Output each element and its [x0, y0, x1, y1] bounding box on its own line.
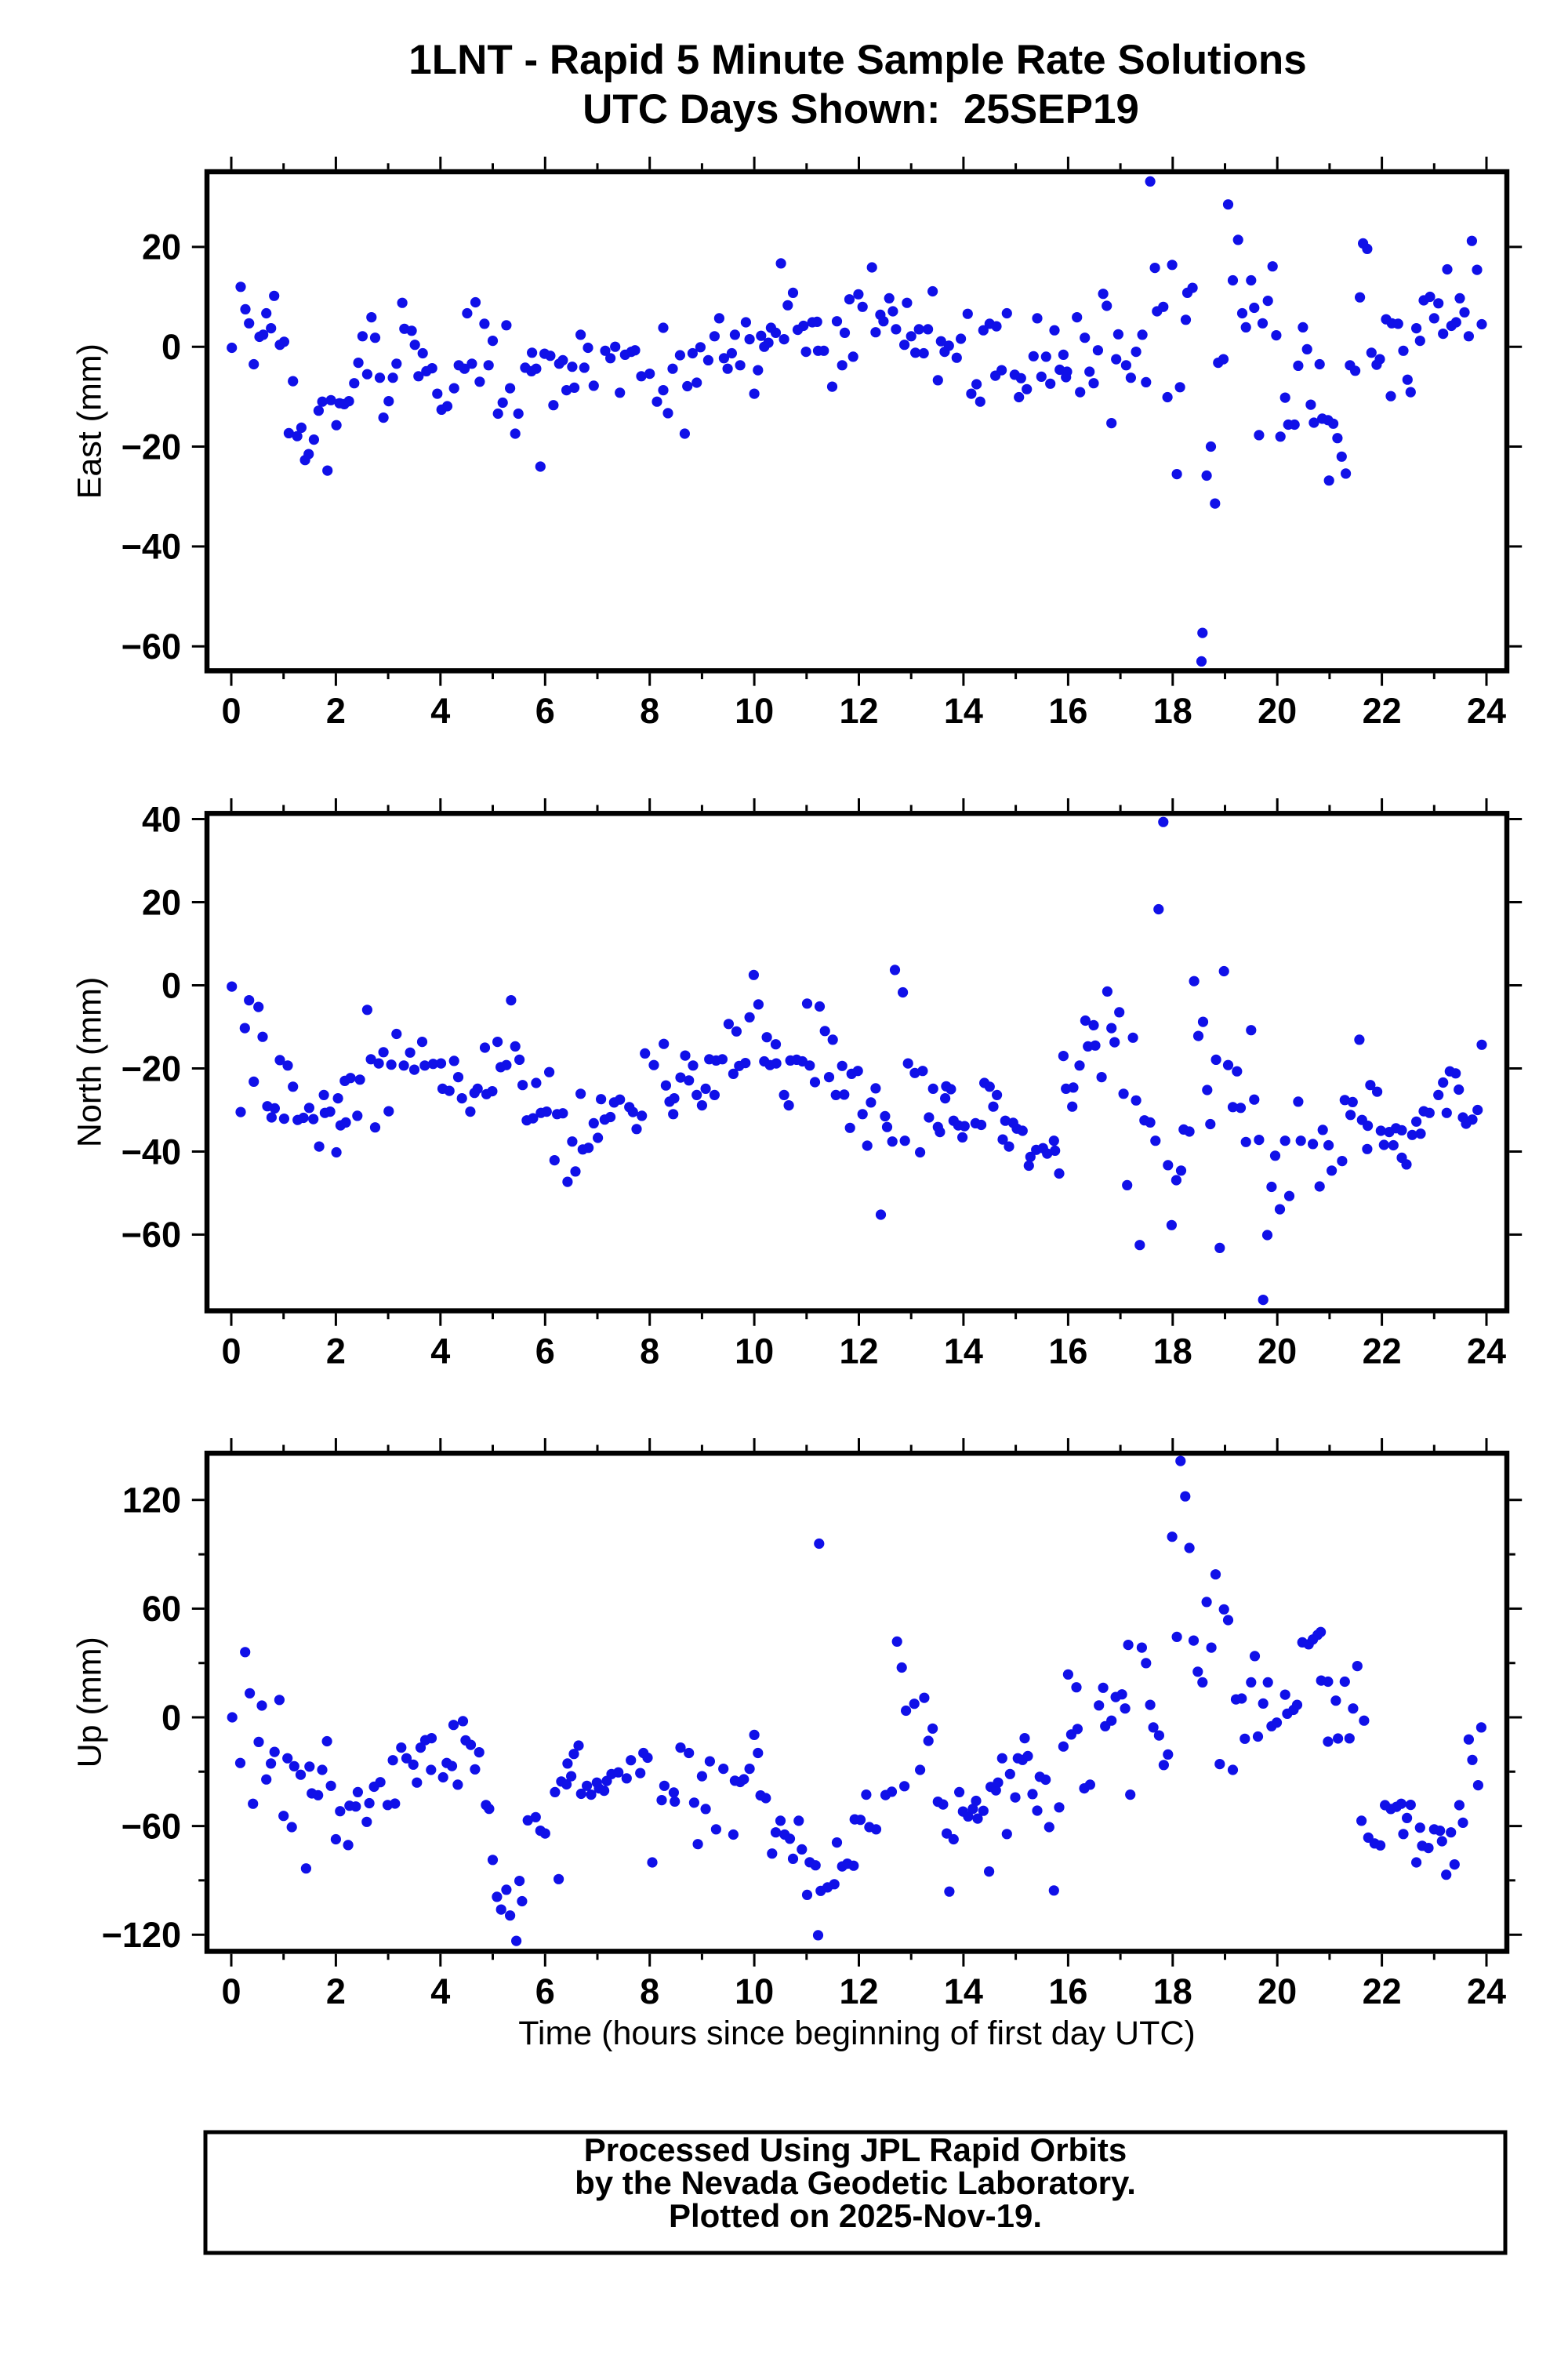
svg-text:North (mm): North (mm) — [71, 977, 109, 1147]
svg-text:20: 20 — [1258, 1971, 1297, 2011]
svg-text:22: 22 — [1363, 1971, 1402, 2011]
svg-text:−40: −40 — [122, 527, 181, 567]
svg-text:0: 0 — [162, 965, 181, 1005]
svg-text:120: 120 — [122, 1481, 181, 1521]
svg-text:8: 8 — [640, 1971, 659, 2011]
svg-text:10: 10 — [735, 691, 774, 731]
svg-text:12: 12 — [839, 1331, 878, 1371]
svg-text:8: 8 — [640, 691, 659, 731]
svg-text:24: 24 — [1467, 691, 1506, 731]
svg-text:0: 0 — [221, 691, 241, 731]
svg-text:24: 24 — [1467, 1331, 1506, 1371]
svg-text:0: 0 — [221, 1971, 241, 2011]
svg-text:Up (mm): Up (mm) — [71, 1637, 109, 1768]
svg-text:20: 20 — [1258, 1331, 1297, 1371]
svg-text:−20: −20 — [122, 1048, 181, 1088]
svg-text:10: 10 — [735, 1971, 774, 2011]
svg-text:Plotted on 2025-Nov-19.: Plotted on 2025-Nov-19. — [669, 2197, 1042, 2234]
svg-text:12: 12 — [839, 691, 878, 731]
svg-text:Time (hours since beginning of: Time (hours since beginning of first day… — [518, 2015, 1196, 2052]
svg-text:2: 2 — [326, 1971, 346, 2011]
svg-text:−60: −60 — [122, 1806, 181, 1846]
svg-text:4: 4 — [430, 691, 450, 731]
svg-text:40: 40 — [142, 799, 181, 839]
svg-text:−40: −40 — [122, 1132, 181, 1172]
svg-text:16: 16 — [1048, 1331, 1087, 1371]
svg-text:16: 16 — [1048, 1971, 1087, 2011]
svg-text:14: 14 — [944, 1331, 983, 1371]
svg-text:6: 6 — [535, 691, 555, 731]
svg-text:24: 24 — [1467, 1971, 1506, 2011]
svg-text:0: 0 — [221, 1331, 241, 1371]
svg-text:−120: −120 — [102, 1915, 181, 1955]
svg-text:1LNT - Rapid 5 Minute Sample R: 1LNT - Rapid 5 Minute Sample Rate Soluti… — [408, 37, 1307, 83]
svg-text:20: 20 — [142, 882, 181, 922]
svg-text:2: 2 — [326, 1331, 346, 1371]
svg-text:6: 6 — [535, 1971, 555, 2011]
svg-text:18: 18 — [1153, 1331, 1192, 1371]
svg-text:18: 18 — [1153, 691, 1192, 731]
svg-text:0: 0 — [162, 1698, 181, 1738]
svg-text:−60: −60 — [122, 1215, 181, 1255]
svg-text:20: 20 — [142, 227, 181, 267]
svg-text:22: 22 — [1363, 691, 1402, 731]
svg-text:12: 12 — [839, 1971, 878, 2011]
svg-text:14: 14 — [944, 691, 983, 731]
svg-text:14: 14 — [944, 1971, 983, 2011]
svg-text:4: 4 — [430, 1331, 450, 1371]
svg-text:60: 60 — [142, 1589, 181, 1629]
svg-text:−60: −60 — [122, 627, 181, 667]
svg-text:10: 10 — [735, 1331, 774, 1371]
svg-text:8: 8 — [640, 1331, 659, 1371]
svg-text:22: 22 — [1363, 1331, 1402, 1371]
svg-text:by the Nevada Geodetic Laborat: by the Nevada Geodetic Laboratory. — [575, 2164, 1136, 2201]
svg-text:UTC Days Shown: 25SEP19: UTC Days Shown: 25SEP19 — [583, 86, 1139, 133]
svg-text:0: 0 — [162, 327, 181, 367]
svg-text:6: 6 — [535, 1331, 555, 1371]
svg-text:−20: −20 — [122, 427, 181, 467]
svg-text:20: 20 — [1258, 691, 1297, 731]
svg-text:16: 16 — [1048, 691, 1087, 731]
svg-text:Processed Using JPL Rapid Orbi: Processed Using JPL Rapid Orbits — [584, 2131, 1127, 2168]
svg-text:East (mm): East (mm) — [71, 343, 109, 499]
svg-text:4: 4 — [430, 1971, 450, 2011]
svg-text:2: 2 — [326, 691, 346, 731]
svg-text:18: 18 — [1153, 1971, 1192, 2011]
